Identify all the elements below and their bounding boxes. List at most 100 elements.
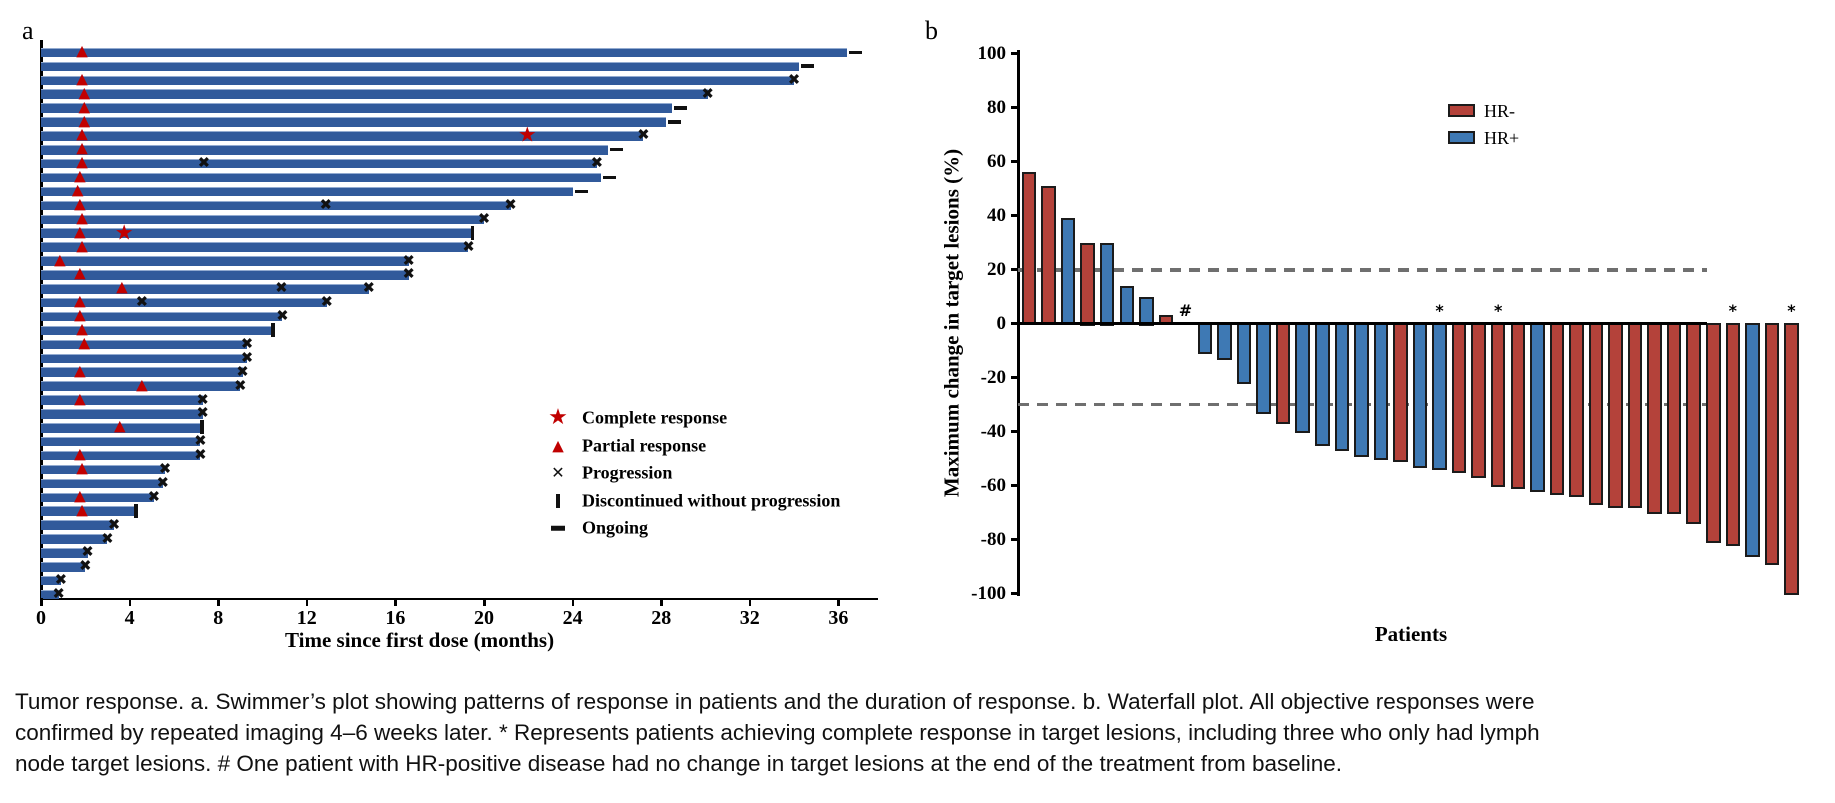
swimmer-bar (41, 311, 283, 322)
swimmer-bar (41, 186, 573, 197)
swimmer-x-tick (660, 598, 663, 606)
waterfall-bar (1725, 322, 1741, 546)
waterfall-annotation-asterisk: * (1787, 300, 1796, 320)
swimmer-x-tick-label: 24 (562, 607, 583, 629)
waterfall-plot: Maximum change in target lesions (%) 100… (900, 0, 1835, 670)
partial-response-triangle-marker: ▲ (76, 458, 88, 477)
swimmer-bar (41, 589, 59, 600)
partial-response-triangle-marker: ▲ (74, 486, 86, 505)
swimmer-plot: ▲ ▲ ✖ ▲ ✖ ▲ ▲ ▲ ★ ✖ ▲ ▲ ✖ ✖ ▲ ▲ ▲ ✖ ✖ ▲ ✖ ▲ ★ ▲ ✖ ▲ ✖ ▲ ✖ ▲ ✖ ✖ ▲ ✖ ✖ ▲ ✖ ▲ ▲ ✖… (0, 0, 900, 660)
swimmer-x-tick-label: 0 (36, 607, 46, 629)
partial-response-triangle-marker: ▲ (78, 333, 91, 352)
waterfall-bar (1041, 185, 1056, 326)
waterfall-bar (1530, 322, 1545, 492)
ongoing-dash-marker (667, 120, 681, 124)
waterfall-y-tick-label: -40 (980, 420, 1006, 442)
partial-response-triangle-marker: ▲ (76, 124, 88, 143)
progression-x-marker: ✖ (319, 195, 333, 214)
swimmer-bar (41, 103, 673, 113)
waterfall-bar (1510, 322, 1525, 490)
swimmer-bar (41, 297, 327, 308)
waterfall-bar (1451, 322, 1467, 473)
waterfall-y-tick-label: -60 (980, 474, 1006, 496)
swimmer-x-tick (571, 598, 575, 606)
progression-x-marker: ✖ (54, 570, 68, 589)
swimmer-bar (41, 492, 154, 503)
swimmer-bar (41, 339, 247, 350)
figure-caption: Tumor response. a. Swimmer’s plot showin… (15, 686, 1540, 779)
waterfall-y-tick (1011, 376, 1018, 379)
swimmer-x-tick-label: 4 (124, 607, 135, 629)
panel-b-label: b (925, 16, 938, 45)
swimmer-bar (41, 75, 795, 86)
swimmer-bar (41, 256, 409, 266)
swimmer-x-tick (128, 598, 132, 606)
progression-x-marker: ✖ (320, 292, 334, 311)
waterfall-annotation-asterisk: * (1728, 300, 1737, 320)
swimmer-bar (41, 464, 166, 475)
waterfall-y-tick-label: 20 (987, 258, 1006, 280)
waterfall-bar (1706, 322, 1721, 544)
progression-x-marker: ✖ (402, 264, 415, 283)
legend-swatch (1448, 131, 1475, 144)
waterfall-bar (1275, 322, 1291, 425)
swimmer-bar (41, 214, 484, 225)
swimmer-bar (41, 89, 708, 99)
waterfall-bar (1784, 322, 1799, 595)
partial-response-triangle-marker: ▲ (76, 41, 88, 60)
legend-label: Progression (582, 462, 673, 483)
waterfall-bar (1080, 242, 1095, 326)
waterfall-bar (1354, 322, 1369, 457)
partial-response-triangle-marker: ▲ (74, 291, 86, 310)
progression-x-marker: ✖ (196, 390, 209, 408)
legend-triangle-icon: ▲ (552, 436, 564, 454)
progression-x-marker: ✖ (362, 278, 376, 297)
swimmer-x-axis-title: Time since first dose (months) (285, 628, 555, 652)
waterfall-bar (1334, 322, 1350, 452)
progression-x-marker: ✖ (197, 153, 211, 172)
waterfall-bar (1745, 322, 1760, 557)
progression-x-marker: ✖ (156, 473, 170, 492)
legend-label: Ongoing (582, 517, 649, 538)
partial-response-triangle-marker: ▲ (74, 263, 86, 282)
partial-response-triangle-marker: ▲ (74, 444, 86, 463)
legend-label: Partial response (582, 435, 707, 455)
waterfall-bar (1647, 322, 1662, 514)
swimmer-x-tick-label: 28 (651, 607, 672, 629)
progression-x-marker: ✖ (101, 529, 114, 547)
waterfall-bar (1393, 322, 1408, 463)
waterfall-y-tick (1011, 430, 1018, 433)
swimmer-x-axis-line (40, 597, 878, 600)
swimmer-bar (41, 409, 203, 419)
ongoing-dash-marker (574, 189, 588, 193)
partial-response-triangle-marker: ▲ (74, 389, 86, 407)
legend-label: Discontinued without progression (582, 490, 841, 510)
partial-response-triangle-marker: ▲ (76, 152, 88, 171)
swimmer-bar (41, 172, 602, 183)
swimmer-bar (41, 131, 644, 141)
waterfall-y-tick (1011, 484, 1018, 487)
waterfall-annotation-asterisk: * (1435, 300, 1444, 320)
progression-x-marker: ✖ (462, 237, 475, 256)
swimmer-bar (41, 381, 241, 391)
waterfall-y-tick-label: -80 (980, 528, 1006, 550)
swimmer-bar (41, 548, 88, 558)
partial-response-triangle-marker: ▲ (76, 69, 88, 88)
partial-response-triangle-marker: ▲ (78, 111, 91, 129)
waterfall-y-tick-label: -100 (971, 582, 1006, 604)
swimmer-bar (41, 534, 108, 544)
waterfall-y-tick-label: 80 (987, 96, 1006, 118)
swimmer-bar (41, 395, 203, 405)
swimmer-x-tick (483, 598, 486, 606)
legend-bar-icon (556, 493, 560, 508)
legend-x-icon: ✕ (551, 463, 565, 482)
waterfall-bar (1236, 322, 1252, 384)
waterfall-annotation-asterisk: * (1494, 300, 1503, 320)
swimmer-bar (41, 520, 115, 530)
legend-label: HR+ (1484, 128, 1520, 148)
waterfall-bar (1099, 242, 1115, 326)
waterfall-bar (1217, 322, 1232, 360)
swimmer-bar (41, 145, 609, 155)
partial-response-triangle-marker: ▲ (74, 305, 86, 324)
swimmer-bar (41, 284, 369, 294)
